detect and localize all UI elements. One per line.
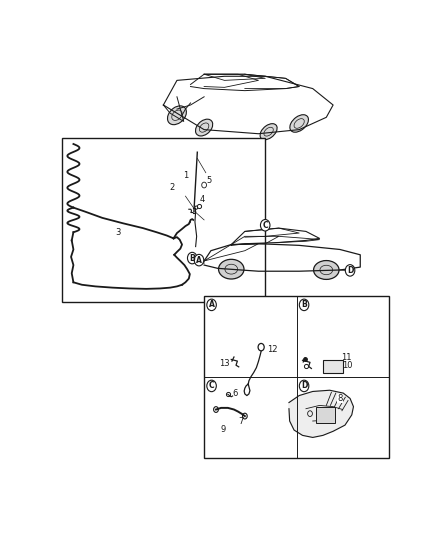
Text: 12: 12	[267, 345, 277, 354]
Text: 11: 11	[342, 353, 352, 362]
Text: B: B	[301, 301, 307, 309]
Text: A: A	[196, 256, 202, 265]
Text: 10: 10	[342, 361, 353, 370]
Text: C: C	[209, 382, 214, 391]
Ellipse shape	[219, 260, 244, 279]
Bar	[316, 407, 335, 423]
Text: D: D	[347, 266, 353, 275]
Ellipse shape	[260, 124, 277, 140]
Circle shape	[187, 252, 197, 264]
Ellipse shape	[290, 115, 308, 132]
Text: 13: 13	[219, 359, 230, 368]
Polygon shape	[289, 390, 353, 438]
Text: D: D	[301, 382, 307, 391]
Circle shape	[194, 254, 204, 266]
Circle shape	[261, 220, 270, 231]
Text: A: A	[208, 301, 215, 309]
Ellipse shape	[195, 119, 213, 136]
Circle shape	[207, 380, 216, 392]
Circle shape	[207, 299, 216, 311]
Text: 2: 2	[169, 183, 174, 192]
Text: 3: 3	[115, 228, 120, 237]
Bar	[61, 138, 265, 302]
Bar	[323, 360, 343, 373]
Text: 1: 1	[183, 171, 188, 180]
Bar	[204, 296, 389, 458]
Circle shape	[299, 380, 309, 392]
Circle shape	[345, 265, 355, 276]
Text: 9: 9	[220, 425, 226, 434]
Text: C: C	[262, 221, 268, 230]
Circle shape	[299, 299, 309, 311]
Text: 4: 4	[200, 195, 205, 204]
Ellipse shape	[314, 261, 339, 279]
Text: 6: 6	[232, 389, 237, 398]
Text: B: B	[189, 254, 195, 263]
Ellipse shape	[167, 106, 187, 125]
Text: 7: 7	[239, 417, 244, 426]
Text: 8: 8	[337, 394, 343, 403]
Text: 5: 5	[207, 176, 212, 185]
